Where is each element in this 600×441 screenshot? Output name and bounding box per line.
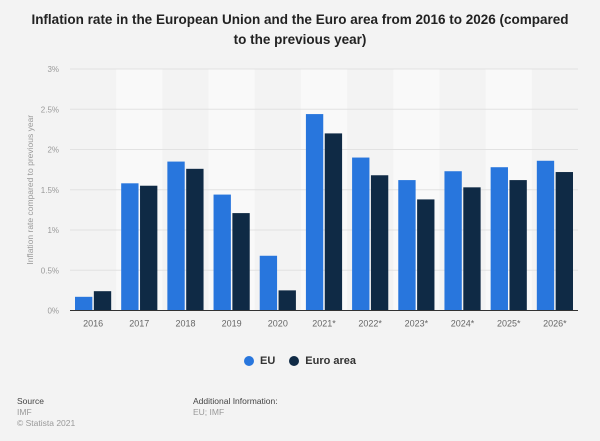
x-tick-label: 2017 xyxy=(129,319,149,329)
x-tick-label: 2016 xyxy=(83,319,103,329)
legend-swatch-eu xyxy=(243,356,254,366)
bar-euro-area-2018[interactable] xyxy=(186,168,204,311)
y-tick-label: 0% xyxy=(47,307,59,316)
bar-euro-area-2024[interactable] xyxy=(463,187,481,311)
legend-label-eu: EU xyxy=(259,355,276,367)
bar-euro-area-2017[interactable] xyxy=(140,185,158,311)
bars xyxy=(75,114,573,311)
bar-eu-2020[interactable] xyxy=(259,255,278,311)
bar-eu-2024[interactable] xyxy=(444,171,462,311)
x-tick-label: 2021* xyxy=(312,319,336,329)
x-tick-label: 2023* xyxy=(405,319,429,329)
bar-euro-area-2025[interactable] xyxy=(509,180,527,311)
bar-eu-2021[interactable] xyxy=(305,114,324,311)
y-tick-label: 2.5% xyxy=(41,105,59,114)
bar-eu-2023[interactable] xyxy=(398,180,416,311)
y-tick-label: 3% xyxy=(47,65,59,74)
copyright[interactable]: © Statista 2021 xyxy=(17,418,76,428)
x-tick-label: 2022* xyxy=(358,319,382,329)
x-tick-label: 2025* xyxy=(497,319,521,329)
legend-swatch-euro-area xyxy=(289,356,300,366)
y-tick-label: 1.5% xyxy=(41,186,59,195)
x-tick-label: 2026* xyxy=(543,319,567,329)
y-tick-label: 1% xyxy=(47,226,59,235)
bar-euro-area-2019[interactable] xyxy=(232,213,250,311)
source-label: Source xyxy=(17,396,44,406)
x-tick-label: 2024* xyxy=(451,319,475,329)
additional-info-block: Additional Information: EU; IMF xyxy=(193,396,278,418)
additional-info-label: Additional Information: xyxy=(193,396,278,406)
x-tick-label: 2020 xyxy=(268,319,288,329)
bar-eu-2019[interactable] xyxy=(213,194,231,311)
bar-eu-2017[interactable] xyxy=(121,183,139,311)
x-tick-label: 2019 xyxy=(222,319,242,329)
chart-title: Inflation rate in the European Union and… xyxy=(31,12,569,47)
bar-euro-area-2022[interactable] xyxy=(370,175,389,311)
bar-eu-2026[interactable] xyxy=(536,160,555,311)
y-tick-label: 2% xyxy=(47,146,59,155)
x-axis-ticks: 2016 2017 2018 2019 2020 2021* 2022* 2023* 2024*… xyxy=(83,319,567,329)
bar-euro-area-2023[interactable] xyxy=(417,199,435,311)
legend-item-euro-area[interactable]: Euro area xyxy=(289,355,356,367)
bar-eu-2016[interactable] xyxy=(75,296,93,311)
bar-eu-2018[interactable] xyxy=(167,161,185,311)
bar-eu-2025[interactable] xyxy=(490,167,508,311)
y-axis-ticks: 0% 0.5% 1% 1.5% 2% 2.5% 3% xyxy=(41,65,59,316)
bar-euro-area-2021[interactable] xyxy=(324,133,343,311)
source-block: Source IMF © Statista 2021 xyxy=(17,396,75,429)
bar-eu-2022[interactable] xyxy=(352,157,370,311)
bar-euro-area-2020[interactable] xyxy=(278,290,296,311)
bar-euro-area-2026[interactable] xyxy=(555,172,573,311)
legend: EU Euro area xyxy=(0,355,600,367)
additional-info-value: EU; IMF xyxy=(193,407,225,417)
y-axis-title: Inflation rate compared to previous year xyxy=(25,115,35,265)
bar-euro-area-2016[interactable] xyxy=(93,291,112,311)
source-value[interactable]: IMF xyxy=(17,407,32,417)
y-tick-label: 0.5% xyxy=(41,266,59,275)
x-tick-label: 2018 xyxy=(175,319,195,329)
legend-label-euro-area: Euro area xyxy=(305,355,357,367)
legend-item-eu[interactable]: EU xyxy=(243,355,276,367)
